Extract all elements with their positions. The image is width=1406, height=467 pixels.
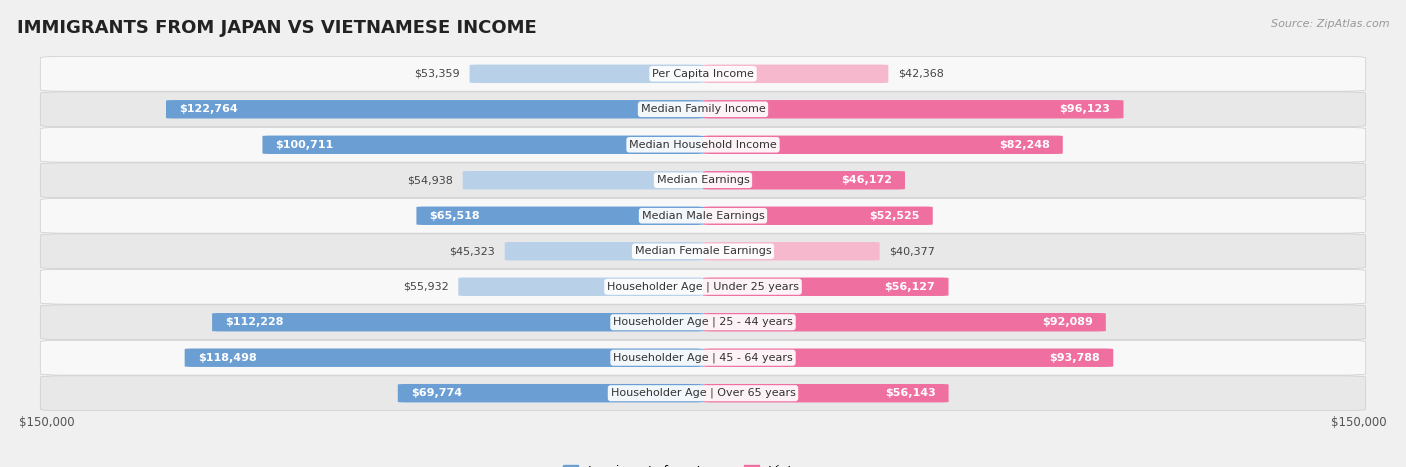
Text: $93,788: $93,788 <box>1049 353 1099 363</box>
Text: Median Household Income: Median Household Income <box>628 140 778 150</box>
Legend: Immigrants from Japan, Vietnamese: Immigrants from Japan, Vietnamese <box>558 460 848 467</box>
FancyBboxPatch shape <box>703 135 1063 154</box>
FancyBboxPatch shape <box>463 171 703 190</box>
Text: $55,932: $55,932 <box>402 282 449 292</box>
Text: $92,089: $92,089 <box>1042 317 1092 327</box>
FancyBboxPatch shape <box>703 277 949 296</box>
Text: $53,359: $53,359 <box>415 69 460 79</box>
FancyBboxPatch shape <box>703 313 1105 332</box>
FancyBboxPatch shape <box>41 305 1365 340</box>
Text: Source: ZipAtlas.com: Source: ZipAtlas.com <box>1271 19 1389 28</box>
Text: Median Female Earnings: Median Female Earnings <box>634 246 772 256</box>
Text: $82,248: $82,248 <box>998 140 1050 150</box>
FancyBboxPatch shape <box>398 384 703 403</box>
FancyBboxPatch shape <box>703 171 905 190</box>
Text: Householder Age | 25 - 44 years: Householder Age | 25 - 44 years <box>613 317 793 327</box>
FancyBboxPatch shape <box>41 234 1365 269</box>
Text: $54,938: $54,938 <box>406 175 453 185</box>
FancyBboxPatch shape <box>41 127 1365 162</box>
FancyBboxPatch shape <box>184 348 703 367</box>
Text: $65,518: $65,518 <box>429 211 481 221</box>
Text: $56,143: $56,143 <box>884 388 935 398</box>
FancyBboxPatch shape <box>41 92 1365 127</box>
Text: Householder Age | Under 25 years: Householder Age | Under 25 years <box>607 282 799 292</box>
FancyBboxPatch shape <box>703 206 932 225</box>
FancyBboxPatch shape <box>703 348 1114 367</box>
Text: Median Male Earnings: Median Male Earnings <box>641 211 765 221</box>
FancyBboxPatch shape <box>212 313 703 332</box>
FancyBboxPatch shape <box>41 376 1365 410</box>
Text: $42,368: $42,368 <box>898 69 943 79</box>
Text: $46,172: $46,172 <box>841 175 891 185</box>
Text: $45,323: $45,323 <box>449 246 495 256</box>
Text: Householder Age | 45 - 64 years: Householder Age | 45 - 64 years <box>613 353 793 363</box>
FancyBboxPatch shape <box>41 198 1365 233</box>
Text: Median Family Income: Median Family Income <box>641 104 765 114</box>
FancyBboxPatch shape <box>703 64 889 83</box>
FancyBboxPatch shape <box>41 269 1365 304</box>
Text: $112,228: $112,228 <box>225 317 284 327</box>
Text: $100,711: $100,711 <box>276 140 333 150</box>
FancyBboxPatch shape <box>703 100 1123 119</box>
FancyBboxPatch shape <box>416 206 703 225</box>
Text: $40,377: $40,377 <box>890 246 935 256</box>
FancyBboxPatch shape <box>703 384 949 403</box>
Text: $122,764: $122,764 <box>179 104 238 114</box>
Text: IMMIGRANTS FROM JAPAN VS VIETNAMESE INCOME: IMMIGRANTS FROM JAPAN VS VIETNAMESE INCO… <box>17 19 537 37</box>
Text: Per Capita Income: Per Capita Income <box>652 69 754 79</box>
FancyBboxPatch shape <box>703 242 880 261</box>
Text: $118,498: $118,498 <box>198 353 256 363</box>
FancyBboxPatch shape <box>166 100 703 119</box>
Text: $69,774: $69,774 <box>411 388 463 398</box>
FancyBboxPatch shape <box>458 277 703 296</box>
Text: $52,525: $52,525 <box>869 211 920 221</box>
FancyBboxPatch shape <box>41 57 1365 91</box>
FancyBboxPatch shape <box>41 340 1365 375</box>
Text: Median Earnings: Median Earnings <box>657 175 749 185</box>
FancyBboxPatch shape <box>263 135 703 154</box>
FancyBboxPatch shape <box>505 242 703 261</box>
Text: $56,127: $56,127 <box>884 282 935 292</box>
FancyBboxPatch shape <box>41 163 1365 198</box>
Text: $96,123: $96,123 <box>1060 104 1111 114</box>
Text: Householder Age | Over 65 years: Householder Age | Over 65 years <box>610 388 796 398</box>
FancyBboxPatch shape <box>470 64 703 83</box>
